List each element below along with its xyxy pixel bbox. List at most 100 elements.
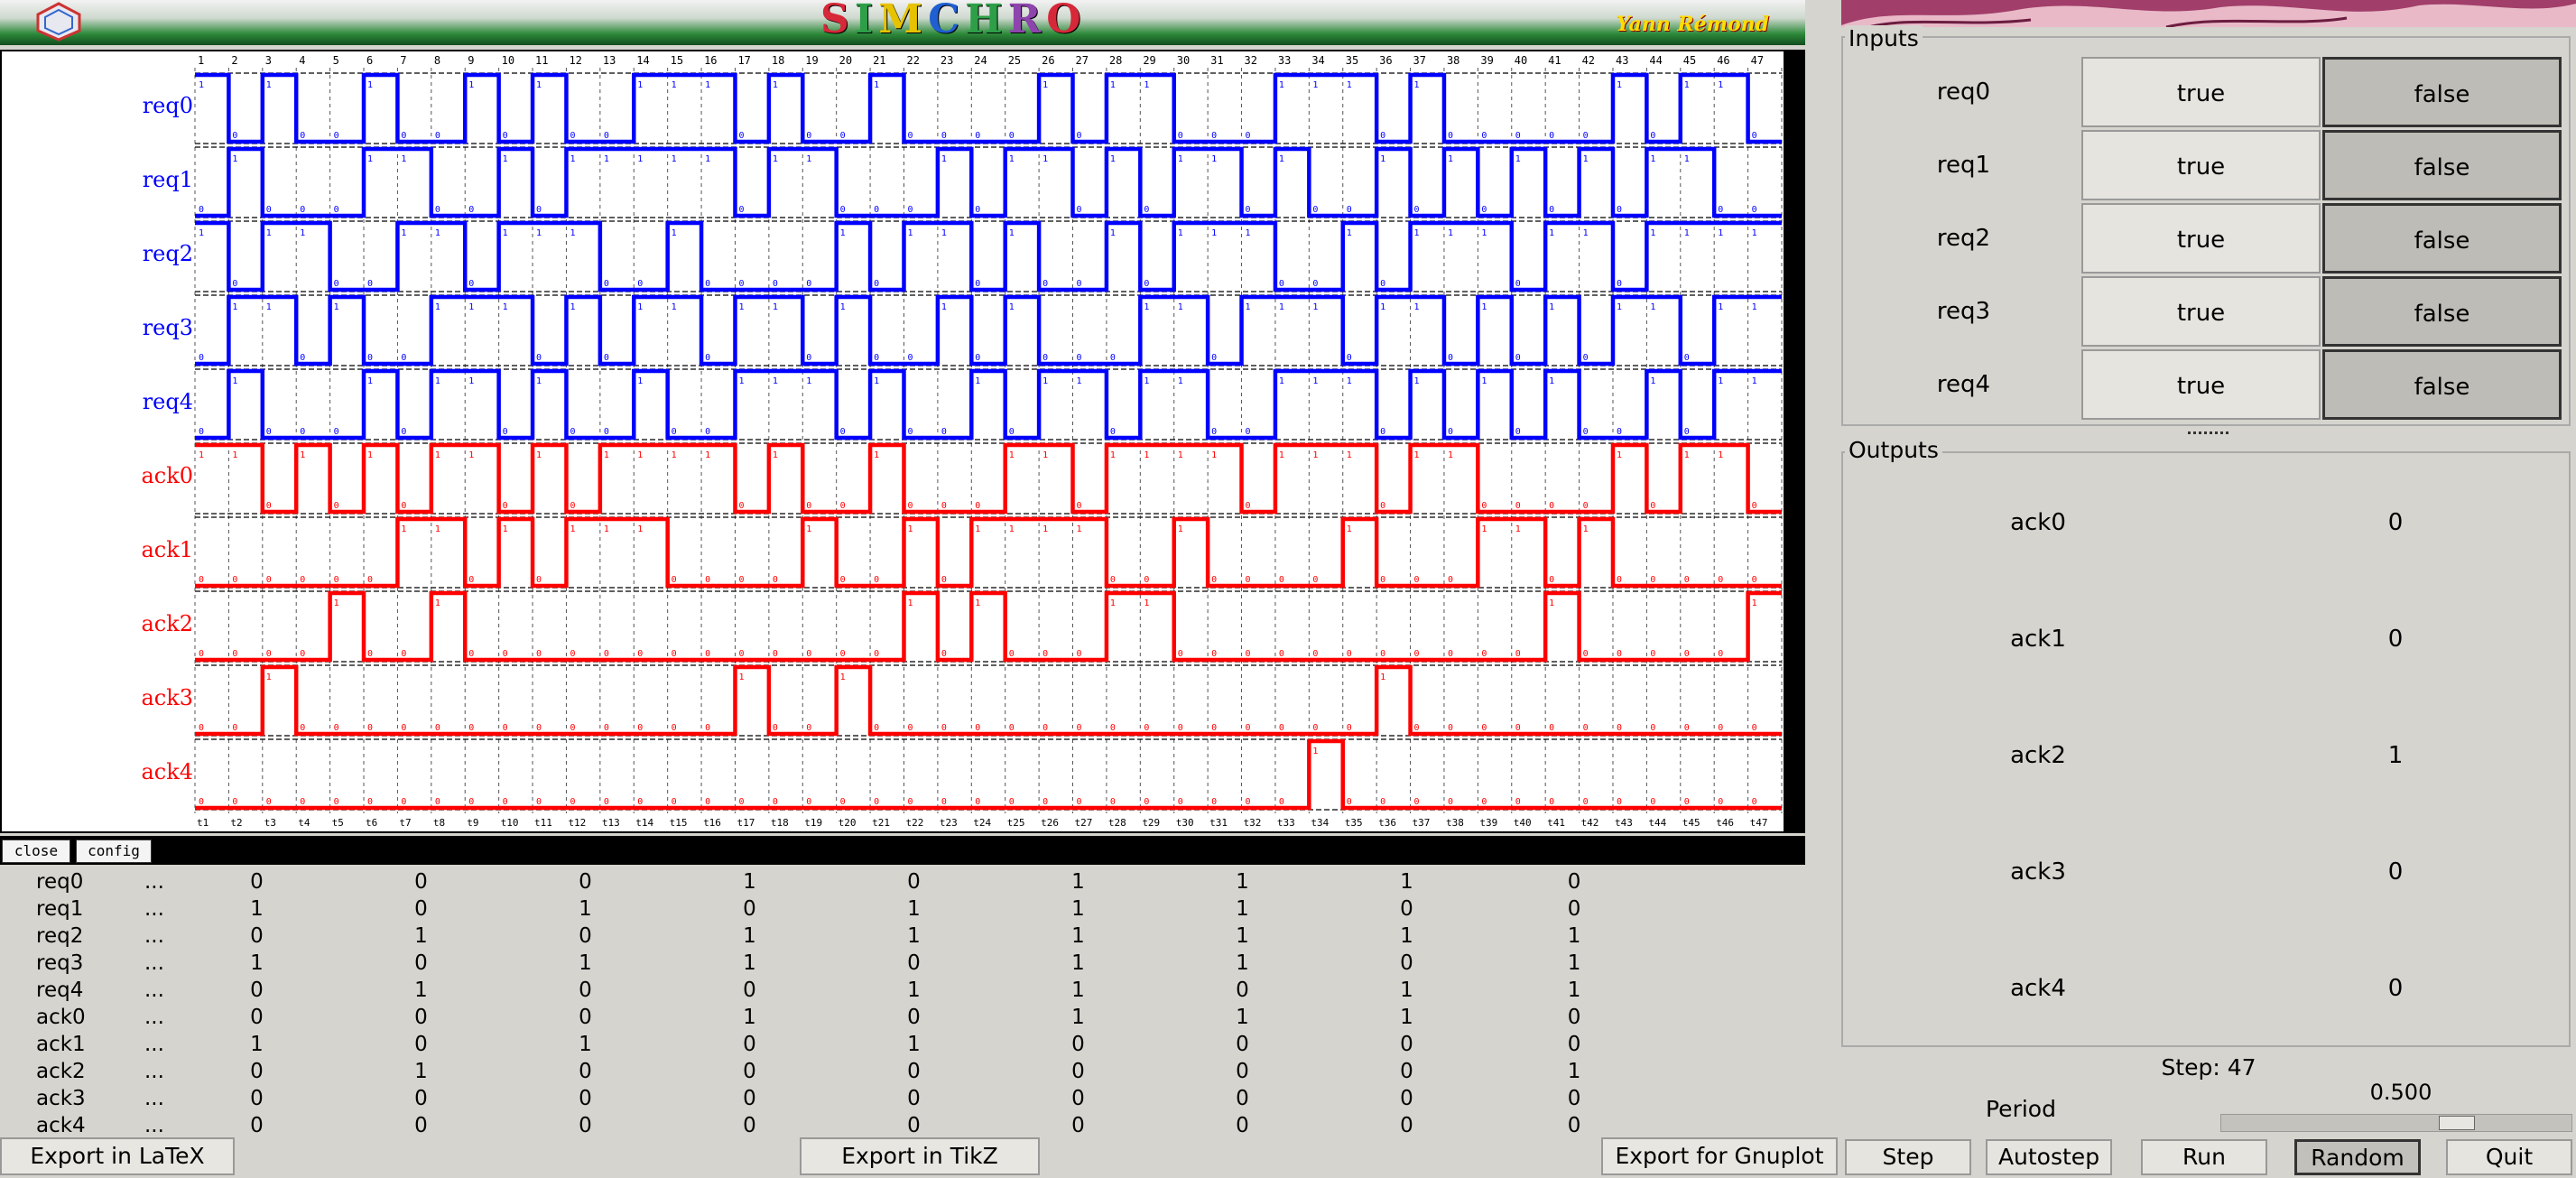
input-true-button-req0[interactable]: true [2081, 57, 2321, 127]
signal-value-mark: 1 [435, 302, 440, 312]
run-button[interactable]: Run [2141, 1139, 2267, 1175]
signal-value-mark: 1 [334, 598, 339, 608]
config-button[interactable]: config [76, 839, 152, 863]
signal-label: req2 [143, 241, 193, 266]
input-false-button-req3[interactable]: false [2322, 276, 2562, 347]
period-slider-thumb[interactable] [2439, 1116, 2475, 1130]
signal-value-mark: 0 [738, 649, 744, 659]
table-cell: 0 [907, 1006, 921, 1029]
signal-value-mark: 0 [1617, 205, 1622, 215]
step-button[interactable]: Step [1845, 1139, 1971, 1175]
signal-value-mark: 0 [1347, 649, 1352, 659]
input-false-button-req4[interactable]: false [2322, 349, 2562, 420]
signal-value-mark: 0 [334, 797, 339, 807]
signal-value-mark: 0 [907, 131, 913, 141]
input-true-button-req1[interactable]: true [2081, 130, 2321, 200]
row-signal-name: req2 [36, 924, 84, 948]
signal-value-mark: 0 [874, 205, 879, 215]
autostep-button[interactable]: Autostep [1986, 1139, 2112, 1175]
inputs-frame [1841, 36, 2571, 426]
close-button[interactable]: close [2, 839, 70, 863]
input-false-button-req2[interactable]: false [2322, 203, 2562, 274]
signal-value-mark: 0 [266, 575, 272, 585]
time-tick-label: t18 [771, 817, 789, 829]
signal-value-mark: 1 [1718, 228, 1723, 238]
signal-value-mark: 0 [637, 797, 643, 807]
signal-value-mark: 1 [1718, 80, 1723, 90]
signal-value-mark: 1 [1312, 747, 1318, 756]
input-true-button-req2[interactable]: true [2081, 203, 2321, 274]
vertical-scrollbar[interactable] [1784, 50, 1805, 833]
signal-value-mark: 0 [1752, 131, 1757, 141]
time-tick-label: t36 [1378, 817, 1396, 829]
values-table: req0... 0 0 0 1 0 1 1 1 0 req1... 1 0 1 0 1 1 1 0 0 req2... 0… [0, 868, 1841, 1139]
table-cell: 1 [743, 1006, 756, 1029]
signal-value-mark: 1 [199, 450, 204, 460]
export-tikz-button[interactable]: Export in TikZ [800, 1137, 1040, 1175]
signal-value-mark: 0 [1583, 131, 1589, 141]
time-tick-label: t10 [501, 817, 519, 829]
signal-value-mark: 0 [199, 205, 204, 215]
step-tick-label: 27 [1076, 54, 1089, 67]
input-false-button-req1[interactable]: false [2322, 130, 2562, 200]
table-cell: 0 [414, 1087, 428, 1110]
signal-value-mark: 0 [1144, 205, 1149, 215]
signal-value-mark: 0 [503, 723, 508, 733]
signal-value-mark: 1 [1178, 524, 1183, 534]
time-tick-label: t24 [973, 817, 991, 829]
step-tick-label: 20 [839, 54, 852, 67]
signal-value-mark: 1 [1178, 302, 1183, 312]
signal-value-mark: 1 [705, 154, 710, 164]
input-true-button-req4[interactable]: true [2081, 349, 2321, 420]
table-cell: 0 [743, 1087, 756, 1110]
time-tick-label: t25 [1007, 817, 1025, 829]
signal-value-mark: 0 [1481, 131, 1487, 141]
period-slider[interactable] [2220, 1114, 2572, 1132]
input-false-button-req0[interactable]: false [2322, 57, 2562, 127]
time-tick-label: t33 [1277, 817, 1295, 829]
step-tick-label: 38 [1447, 54, 1459, 67]
signal-value-mark: 1 [1347, 450, 1352, 460]
signal-value-mark: 0 [1246, 649, 1251, 659]
signal-value-mark: 0 [1380, 279, 1385, 289]
signal-value-mark: 0 [401, 353, 406, 363]
export-gnuplot-button[interactable]: Export for Gnuplot [1601, 1137, 1838, 1175]
signal-value-mark: 1 [1144, 302, 1149, 312]
signal-value-mark: 1 [773, 450, 778, 460]
signal-value-mark: 0 [401, 649, 406, 659]
signal-value-mark: 0 [1718, 797, 1723, 807]
signal-value-mark: 1 [1718, 376, 1723, 386]
signal-value-mark: 0 [1178, 649, 1183, 659]
signal-value-mark: 0 [874, 649, 879, 659]
signal-value-mark: 0 [232, 279, 237, 289]
signal-value-mark: 1 [1042, 450, 1048, 460]
export-latex-button[interactable]: Export in LaTeX [0, 1137, 235, 1175]
row-ellipsis: ... [144, 1114, 164, 1137]
signal-value-mark: 0 [266, 501, 272, 511]
signal-value-mark: 0 [1312, 575, 1318, 585]
pane-resize-handle-icon[interactable] [2188, 430, 2233, 437]
signal-value-mark: 1 [1110, 154, 1116, 164]
signal-value-mark: 0 [738, 501, 744, 511]
signal-value-mark: 0 [705, 427, 710, 437]
input-true-button-req3[interactable]: true [2081, 276, 2321, 347]
signal-value-mark: 0 [806, 797, 811, 807]
step-tick-label: 47 [1751, 54, 1764, 67]
row-ellipsis: ... [144, 1033, 164, 1056]
signal-value-mark: 1 [1077, 524, 1082, 534]
signal-value-mark: 1 [874, 80, 879, 90]
random-button[interactable]: Random [2294, 1139, 2421, 1175]
signal-value-mark: 0 [1718, 575, 1723, 585]
output-name-ack1: ack1 [2010, 626, 2066, 653]
signal-value-mark: 0 [1211, 649, 1217, 659]
signal-value-mark: 0 [435, 131, 440, 141]
table-cell: 0 [907, 1060, 921, 1083]
signal-value-mark: 0 [1347, 723, 1352, 733]
signal-value-mark: 0 [705, 649, 710, 659]
signal-value-mark: 0 [199, 649, 204, 659]
table-cell: 0 [579, 1087, 592, 1110]
signal-value-mark: 0 [536, 797, 542, 807]
quit-button[interactable]: Quit [2446, 1139, 2572, 1175]
signal-value-mark: 1 [1549, 598, 1554, 608]
